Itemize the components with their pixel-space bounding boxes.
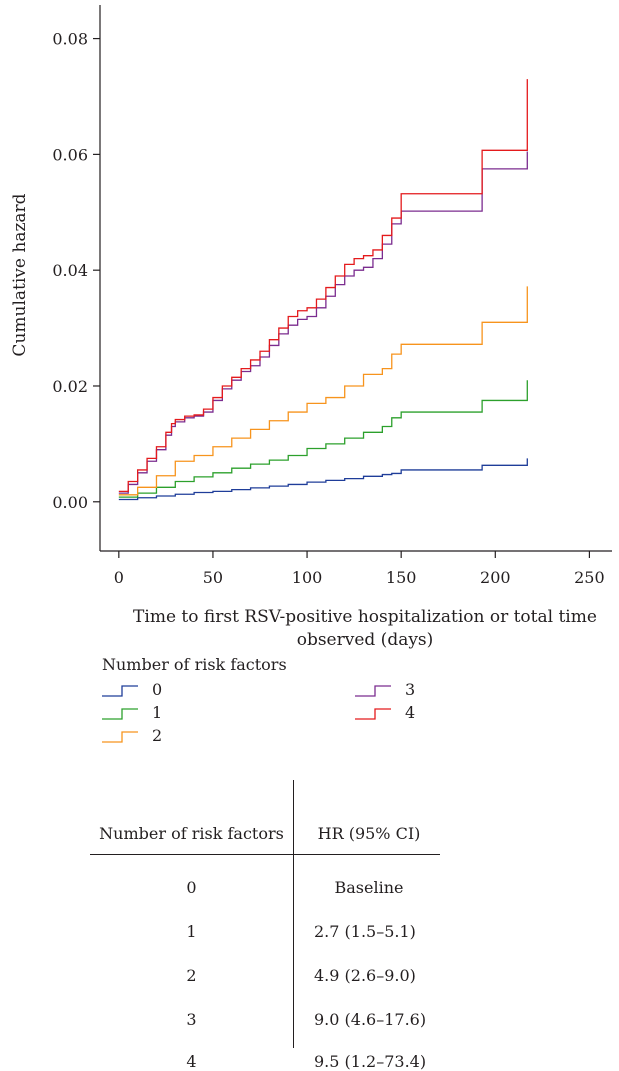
legend-label: 0 — [152, 680, 163, 699]
y-axis-label: Cumulative hazard — [10, 193, 30, 356]
table-cell-hr: Baseline — [334, 878, 404, 897]
table-header-hr: HR (95% CI) — [317, 824, 421, 843]
table-cell-hr: 4.9 (2.6–9.0) — [314, 966, 416, 985]
legend-swatch — [355, 685, 391, 697]
y-tick-label: 0.02 — [52, 377, 88, 396]
table-cell-factors: 3 — [186, 1010, 197, 1029]
table-cell-factors: 1 — [186, 922, 197, 941]
legend-label: 3 — [405, 680, 416, 699]
y-tick-label: 0.00 — [52, 493, 88, 512]
table-cell-factors: 2 — [186, 966, 197, 985]
chart-series-layer — [118, 79, 528, 501]
table-header-risk-factors: Number of risk factors — [99, 824, 284, 843]
table-cell-hr: 9.0 (4.6–17.6) — [314, 1010, 427, 1029]
table-cell-factors: 0 — [186, 878, 197, 897]
table-cell-hr: 9.5 (1.2–73.4) — [314, 1052, 427, 1071]
series-line-2 — [118, 286, 528, 496]
legend-label: 1 — [152, 703, 163, 722]
chart-axes: 0.00 0.02 0.04 0.06 0.08 0 50 100 150 200 250 — [52, 5, 612, 587]
x-axis-label-line2: observed (days) — [297, 630, 434, 650]
hazard-ratio-table: Number of risk factors HR (95% CI) 0 Bas… — [90, 780, 450, 1071]
table-header-rule — [90, 854, 440, 855]
cumulative-hazard-chart: 0.00 0.02 0.04 0.06 0.08 0 50 100 150 200 250 Cumu… — [10, 5, 612, 650]
table-cell-factors: 4 — [186, 1052, 197, 1071]
legend-swatch — [102, 685, 138, 697]
x-tick-label: 50 — [203, 568, 223, 587]
x-axis-label-line1: Time to first RSV-positive hospitalizati… — [133, 607, 597, 627]
series-line-0 — [118, 458, 528, 501]
series-line-4 — [118, 79, 528, 493]
legend-label: 4 — [405, 703, 416, 722]
x-tick-label: 150 — [386, 568, 417, 587]
x-tick-label: 0 — [114, 568, 124, 587]
legend-label: 2 — [152, 726, 163, 745]
legend-swatch — [102, 731, 138, 743]
series-line-3 — [118, 151, 528, 494]
y-tick-label: 0.04 — [52, 261, 88, 280]
legend-title: Number of risk factors — [102, 655, 287, 674]
legend-swatch — [102, 708, 138, 720]
table-vertical-rule — [293, 780, 294, 1048]
y-tick-label: 0.08 — [52, 30, 88, 49]
x-tick-label: 200 — [480, 568, 511, 587]
legend-swatch — [355, 708, 391, 720]
y-tick-label: 0.06 — [52, 145, 88, 164]
x-tick-label: 100 — [292, 568, 323, 587]
table-cell-hr: 2.7 (1.5–5.1) — [314, 922, 416, 941]
x-tick-label: 250 — [574, 568, 605, 587]
series-line-1 — [118, 380, 528, 498]
